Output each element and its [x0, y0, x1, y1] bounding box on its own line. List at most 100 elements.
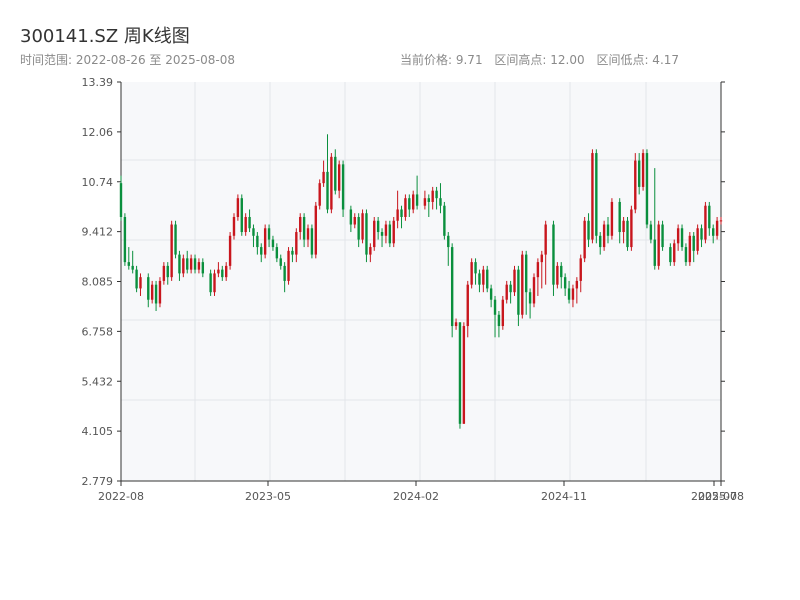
- candle-body: [704, 205, 707, 240]
- candle-body: [287, 250, 290, 281]
- candle-body: [178, 254, 181, 274]
- candle-body: [427, 198, 430, 202]
- candle-body: [260, 247, 263, 255]
- candle-body: [501, 299, 505, 327]
- candle-body: [135, 269, 138, 289]
- y-tick-label: 10.74: [82, 176, 114, 189]
- current-price-label: 当前价格: 9.71: [400, 53, 483, 67]
- candle-body: [271, 239, 275, 248]
- candle-body: [622, 220, 625, 233]
- price-summary: 当前价格: 9.71 区间高点: 12.00 区间低点: 4.17: [400, 51, 687, 68]
- candle-body: [630, 209, 633, 248]
- candle-body: [458, 322, 462, 424]
- candle-body: [341, 164, 345, 210]
- candle-body: [680, 228, 684, 248]
- candle-body: [423, 198, 427, 206]
- candle-body: [556, 265, 559, 285]
- y-tick-label: 2.779: [82, 475, 114, 488]
- candle-body: [688, 235, 692, 263]
- candle-body: [536, 262, 540, 278]
- candle-body: [595, 153, 598, 236]
- candle-body: [641, 153, 645, 187]
- candle-body: [400, 209, 403, 217]
- candle-body: [357, 216, 360, 240]
- candle-body: [466, 284, 469, 327]
- candle-body: [193, 258, 197, 270]
- candle-body: [248, 216, 251, 229]
- candle-body: [610, 201, 614, 236]
- candle-body: [127, 262, 130, 266]
- candle-body: [322, 171, 325, 184]
- candle-body: [318, 183, 321, 206]
- candle-body: [435, 190, 438, 199]
- candle-body: [591, 153, 594, 240]
- candle-body: [676, 228, 680, 244]
- candle-body: [509, 284, 512, 293]
- x-tick-label: 2025-08: [698, 490, 744, 503]
- candle-body: [291, 250, 294, 255]
- candle-body: [209, 273, 212, 293]
- candle-body: [431, 190, 434, 202]
- candle-body: [712, 228, 715, 236]
- candle-body: [147, 277, 150, 300]
- candle-body: [715, 220, 719, 236]
- candle-body: [337, 164, 341, 191]
- candle-body: [513, 269, 516, 293]
- candle-body: [532, 277, 536, 304]
- candle-body: [244, 216, 247, 233]
- candle-body: [162, 265, 166, 281]
- candle-body: [443, 205, 446, 236]
- candle-body: [470, 262, 473, 285]
- candle-body: [197, 262, 201, 270]
- candle-body: [454, 322, 458, 327]
- candle-body: [263, 228, 267, 255]
- candle-body: [618, 201, 621, 233]
- candle-body: [275, 247, 279, 259]
- candle-body: [404, 198, 407, 217]
- candle-body: [462, 326, 466, 424]
- candle-body: [626, 220, 629, 248]
- candle-body: [310, 228, 314, 255]
- candle-body: [186, 258, 189, 270]
- candle-body: [166, 265, 169, 278]
- candle-body: [599, 235, 602, 248]
- candle-body: [708, 205, 711, 229]
- y-tick-label: 13.39: [82, 76, 114, 89]
- candle-body: [256, 235, 259, 248]
- candle-body: [474, 262, 477, 274]
- candle-body: [567, 288, 571, 300]
- candle-body: [579, 258, 582, 281]
- candle-body: [637, 160, 641, 187]
- candle-body: [649, 224, 653, 240]
- candle-body: [182, 258, 185, 274]
- candle-body: [213, 273, 216, 293]
- candle-body: [224, 265, 228, 278]
- candle-body: [575, 280, 579, 289]
- candle-body: [489, 288, 493, 300]
- candle-body: [486, 269, 489, 289]
- candle-body: [540, 254, 543, 263]
- y-tick-label: 6.758: [82, 325, 114, 338]
- candle-body: [302, 216, 306, 240]
- candle-body: [571, 288, 575, 300]
- candle-body: [719, 220, 723, 222]
- y-tick-label: 9.412: [82, 226, 114, 239]
- x-tick-label: 2025-07: [691, 490, 737, 503]
- candle-body: [517, 269, 520, 315]
- candle-body: [217, 269, 220, 274]
- plot-area: [121, 82, 721, 481]
- candle-body: [602, 224, 606, 248]
- candle-body: [236, 198, 240, 217]
- candle-body: [696, 228, 699, 251]
- candle-body: [283, 265, 286, 281]
- candle-body: [524, 254, 528, 293]
- candle-body: [392, 220, 395, 244]
- candle-body: [583, 220, 586, 259]
- candle-body: [131, 265, 134, 270]
- candle-body: [334, 156, 337, 191]
- range-low-label: 区间低点: 4.17: [596, 53, 680, 67]
- y-tick-label: 5.432: [82, 375, 114, 388]
- candle-body: [563, 277, 567, 289]
- candle-body: [349, 209, 353, 225]
- candle-body: [279, 258, 282, 266]
